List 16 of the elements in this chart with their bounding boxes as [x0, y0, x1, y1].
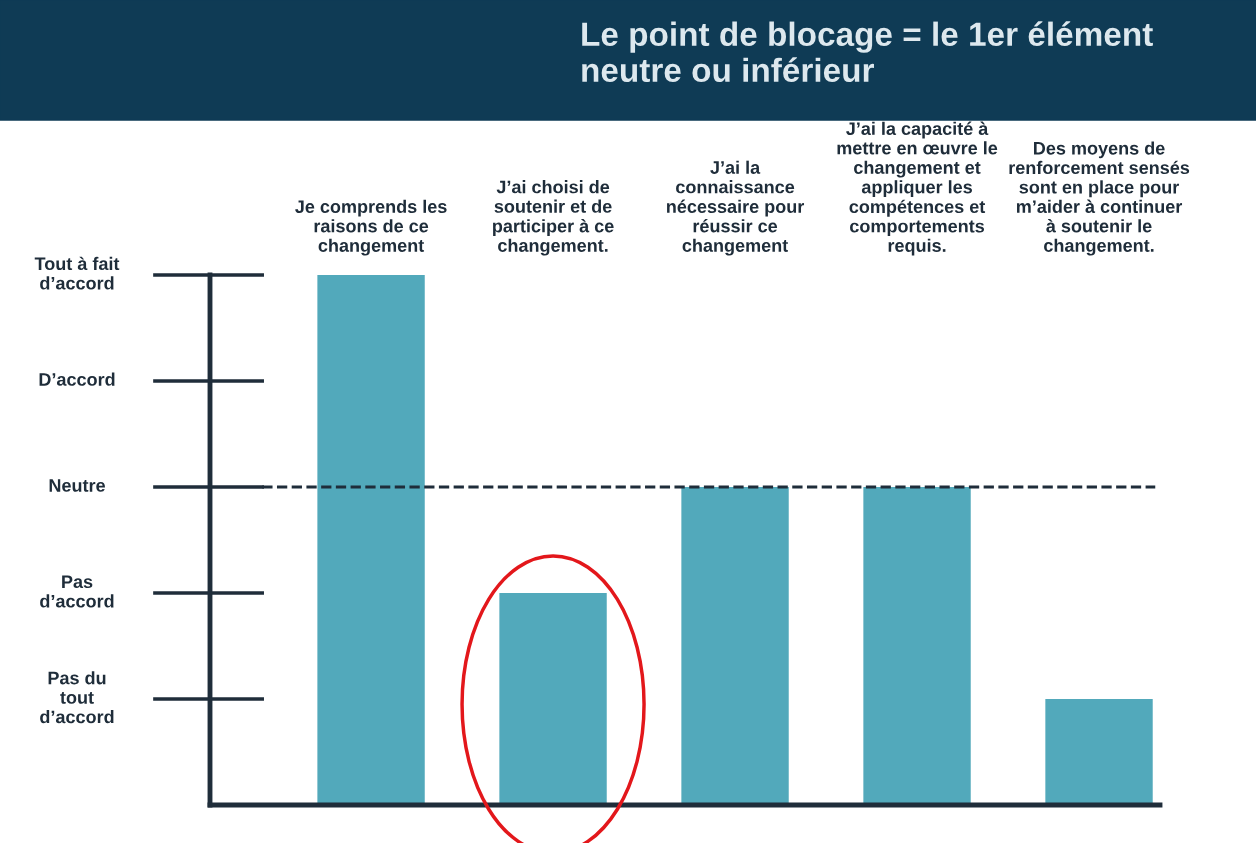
x-tick-label: Des moyens de renforcement sensés sont en place pour m’aider à continuer à soutenir le changement. — [1009, 141, 1190, 256]
chart-title: Le point de blocage = le 1er élément neutre ou inférieur — [582, 21, 1153, 83]
bar — [317, 275, 425, 805]
bar — [1045, 699, 1153, 805]
x-tick-label: J’ai la connaissance nécessaire pour réussir ce changement — [667, 160, 805, 256]
bar — [499, 593, 607, 805]
x-tick-label: J’ai la capacité à mettre en œuvre le changement et appliquer les compétences et comportements requis. — [837, 121, 998, 256]
bar — [863, 487, 971, 805]
bar — [681, 487, 789, 805]
text: Tout à fait d’accord — [34, 256, 120, 290]
text: D’accord — [39, 372, 115, 386]
text: Pas du tout d’accord — [40, 671, 114, 724]
x-tick-label: Je comprends les raisons de ce changement — [295, 199, 447, 256]
text: Neutre — [49, 479, 105, 492]
text: Pas d’accord — [40, 575, 114, 608]
x-tick-label: J’ai choisi de soutenir et de participer à ce changement. — [493, 180, 614, 256]
